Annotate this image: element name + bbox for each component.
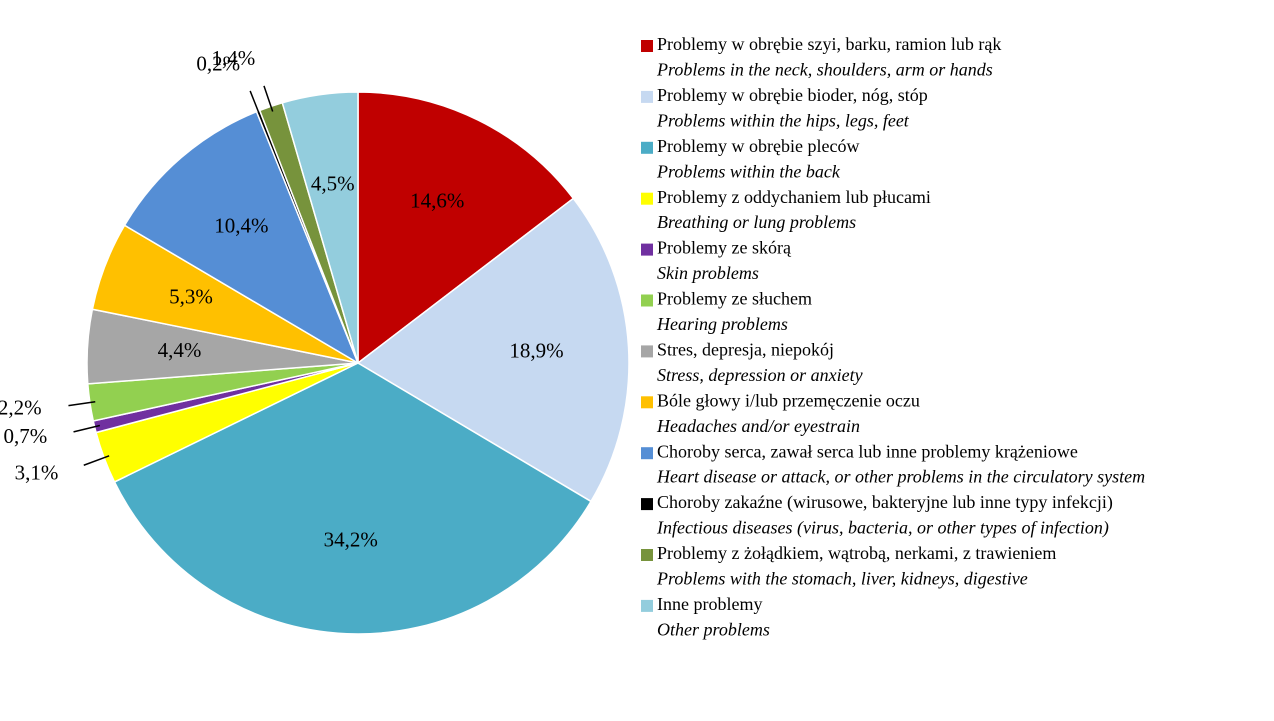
legend-translation: Problems within the back — [656, 161, 841, 181]
pie-slice — [356, 197, 630, 503]
slice-label: 1,4% — [212, 46, 256, 70]
legend-swatch — [641, 90, 653, 103]
legend-translation: Other problems — [657, 619, 770, 639]
legend-translation: Hearing problems — [656, 314, 788, 334]
legend-label: Problemy w obrębie pleców — [657, 136, 859, 156]
legend-translation: Skin problems — [657, 263, 759, 283]
slice-label: 0,7% — [3, 424, 47, 448]
slice-label: 4,5% — [311, 172, 355, 196]
legend-swatch — [641, 599, 653, 612]
slice-label: 0,2% — [196, 52, 240, 76]
legend-translation: Stress, depression or anxiety — [657, 365, 863, 385]
legend-label: Problemy ze słuchem — [657, 289, 812, 309]
pie-slice — [113, 362, 592, 635]
legend-swatch — [641, 498, 653, 511]
legend-label: Choroby serca, zawał serca lub inne prob… — [657, 441, 1078, 461]
slice-label: 3,1% — [15, 461, 59, 485]
legend-translation: Headaches and/or eyestrain — [656, 416, 860, 436]
leader-line — [83, 455, 110, 466]
legend-swatch — [641, 141, 653, 154]
legend-translation: Heart disease or attack, or other proble… — [656, 467, 1145, 487]
slice-label: 18,9% — [509, 338, 563, 362]
legend-label: Problemy ze skórą — [657, 238, 792, 258]
legend-translation: Problems within the hips, legs, feet — [656, 110, 910, 130]
legend-translation: Problems in the neck, shoulders, arm or … — [656, 60, 993, 80]
legend-translation: Problems with the stomach, liver, kidney… — [656, 569, 1028, 589]
legend-label: Stres, depresja, niepokój — [657, 340, 834, 360]
slice-label: 2,2% — [0, 395, 42, 419]
legend-swatch — [641, 243, 653, 256]
legend-swatch — [641, 549, 653, 561]
pie-slice — [357, 91, 575, 365]
legend-label: Problemy w obrębie bioder, nóg, stóp — [657, 85, 928, 105]
slice-label: 14,6% — [410, 188, 464, 212]
slice-label: 5,3% — [169, 285, 213, 309]
legend-swatch — [641, 40, 653, 52]
slice-label: 10,4% — [214, 213, 268, 237]
pie-slice — [281, 91, 359, 364]
leader-line — [249, 90, 261, 117]
legend-label: Bóle głowy i/lub przemęczenie oczu — [657, 390, 920, 410]
leader-line — [68, 400, 96, 407]
legend-label: Problemy z oddychaniem lub płucami — [657, 187, 931, 207]
legend-swatch — [641, 192, 653, 205]
leader-line — [73, 424, 101, 433]
legend-label: Inne problemy — [657, 594, 762, 614]
slice-label: 4,4% — [158, 338, 202, 362]
legend-label: Problemy z żołądkiem, wątrobą, nerkami, … — [657, 543, 1056, 563]
legend-swatch — [641, 447, 653, 460]
legend-label: Choroby zakaźne (wirusowe, bakteryjne lu… — [657, 492, 1113, 513]
legend-translation: Infectious diseases (virus, bacteria, or… — [656, 518, 1109, 539]
leader-line — [263, 85, 274, 112]
slice-label: 34,2% — [324, 528, 378, 552]
legend-swatch — [641, 396, 653, 409]
legend-translation: Breathing or lung problems — [657, 212, 856, 232]
legend-swatch — [641, 345, 653, 358]
pie-slice — [123, 110, 360, 365]
legend-swatch — [641, 294, 653, 307]
legend-label: Problemy w obrębie szyi, barku, ramion l… — [657, 34, 1001, 54]
